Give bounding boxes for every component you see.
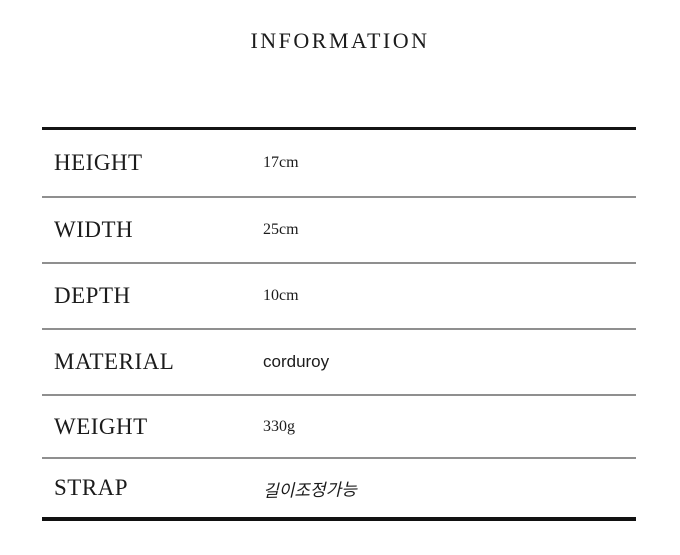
row-label: DEPTH	[54, 283, 131, 308]
table-row-weight: WEIGHT 330g	[42, 394, 636, 457]
row-value: corduroy	[263, 352, 330, 371]
row-label: WIDTH	[54, 217, 134, 242]
row-label: HEIGHT	[54, 150, 143, 175]
row-value: 10cm	[263, 287, 299, 304]
row-label: STRAP	[54, 475, 129, 500]
spec-table: HEIGHT 17cm WIDTH 25cm DEPTH 10cm MATERI…	[42, 127, 636, 521]
table-row-strap: STRAP 길이조정가능	[42, 457, 636, 517]
table-row-width: WIDTH 25cm	[42, 196, 636, 262]
row-value: 330g	[263, 417, 295, 435]
table-row-material: MATERIAL corduroy	[42, 328, 636, 394]
page-title: INFORMATION	[250, 28, 430, 53]
table-row-depth: DEPTH 10cm	[42, 262, 636, 328]
table-row-height: HEIGHT 17cm	[42, 130, 636, 196]
row-value: 길이조정가능	[262, 479, 358, 501]
row-label: WEIGHT	[54, 413, 148, 439]
row-value: 17cm	[263, 154, 299, 171]
row-label: MATERIAL	[54, 349, 175, 374]
row-value: 25cm	[263, 221, 299, 238]
